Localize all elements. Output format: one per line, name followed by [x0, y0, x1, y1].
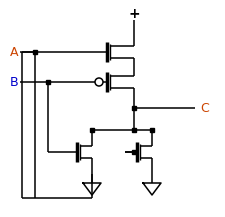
Text: B: B: [10, 76, 18, 89]
Text: A: A: [10, 46, 18, 59]
Text: C: C: [200, 102, 208, 115]
Text: +: +: [128, 7, 139, 21]
